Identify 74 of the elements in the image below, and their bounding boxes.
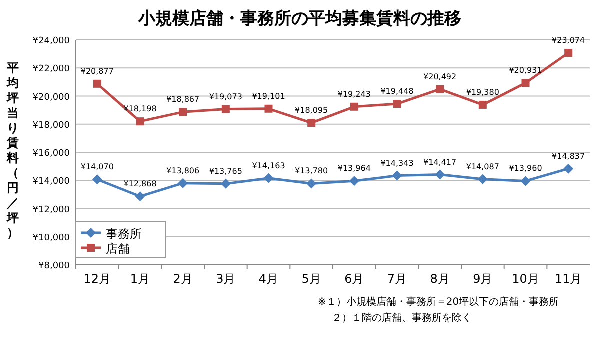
data-label: ¥23,074: [552, 36, 586, 46]
data-label: ¥19,073: [209, 92, 242, 102]
y-tick-label: ¥20,000: [32, 92, 70, 103]
x-tick-label: 8月: [430, 272, 450, 286]
y-tick-label: ¥16,000: [32, 149, 70, 159]
point: [136, 118, 144, 126]
x-tick-label: 11月: [554, 272, 582, 286]
data-label: ¥19,243: [338, 90, 371, 99]
data-label: ¥19,448: [380, 87, 414, 96]
point: [350, 102, 358, 111]
point: [220, 178, 231, 189]
point: [520, 176, 531, 186]
point: [393, 100, 402, 108]
data-label: ¥18,095: [295, 106, 328, 116]
point: [392, 170, 402, 181]
data-label: ¥20,931: [509, 66, 542, 76]
data-label: ¥13,960: [509, 164, 542, 174]
data-label: ¥20,877: [80, 66, 114, 76]
point: [564, 49, 573, 58]
text: 平均坪当り賃料（円／坪）: [7, 61, 19, 240]
data-label: ¥13,765: [209, 166, 242, 176]
point: [564, 164, 574, 174]
point: [178, 178, 188, 188]
data-label: ¥14,417: [424, 158, 457, 167]
chart-title: 小規模店舗・事務所の平均募集賃料の推移: [138, 9, 462, 29]
point: [349, 176, 360, 186]
point: [179, 108, 188, 116]
x-tick-label: 6月: [344, 272, 364, 286]
x-tick-label: 9月: [473, 272, 493, 286]
point: [92, 174, 102, 185]
data-label: ¥19,101: [252, 92, 286, 101]
data-label: ¥18,867: [166, 95, 200, 104]
x-tick-label: 4月: [258, 272, 279, 286]
x-tick-label: 1月: [130, 272, 150, 286]
y-tick-label: ¥22,000: [32, 64, 70, 75]
data-label: ¥13,780: [295, 166, 328, 176]
point: [478, 174, 488, 184]
text: ※１）小規模店舗・事務所＝20坪以下の店舗・事務所: [318, 296, 560, 308]
point: [478, 100, 487, 109]
x-tick-label: 3月: [216, 272, 236, 286]
point: [222, 105, 230, 114]
y-tick-label: ¥8,000: [38, 262, 70, 272]
text: ２）１階の店舗、事務所を除く: [332, 312, 472, 324]
data-label: ¥14,087: [466, 162, 500, 172]
y-tick-label: ¥10,000: [32, 233, 70, 244]
point: [135, 192, 146, 202]
data-label: ¥13,806: [166, 166, 200, 176]
x-tick-label: 2月: [173, 272, 193, 286]
legend-label: 店舗: [106, 242, 130, 256]
point: [522, 79, 530, 88]
point: [435, 170, 446, 180]
point: [264, 173, 274, 184]
point: [436, 85, 444, 94]
point: [308, 119, 316, 128]
data-label: ¥12,868: [124, 180, 157, 189]
x-tick-label: 7月: [387, 272, 408, 286]
legend-label: 事務所: [106, 227, 142, 241]
data-label: ¥19,380: [466, 88, 500, 97]
y-tick-label: ¥14,000: [32, 177, 70, 188]
y-tick-label: ¥12,000: [32, 205, 70, 216]
x-tick-label: 5月: [302, 272, 322, 286]
data-label: ¥14,163: [252, 161, 286, 170]
data-label: ¥13,964: [338, 164, 371, 174]
data-label: ¥14,343: [380, 158, 414, 168]
data-label: ¥14,837: [552, 152, 586, 161]
y-tick-label: ¥18,000: [32, 120, 70, 131]
y-tick-label: ¥24,000: [32, 36, 70, 46]
x-tick-label: 12月: [84, 272, 112, 286]
point: [93, 80, 102, 88]
point: [264, 104, 273, 113]
data-label: ¥14,070: [80, 162, 114, 172]
x-tick-label: 10月: [512, 272, 540, 286]
point: [306, 178, 317, 189]
data-label: ¥20,492: [424, 72, 457, 82]
